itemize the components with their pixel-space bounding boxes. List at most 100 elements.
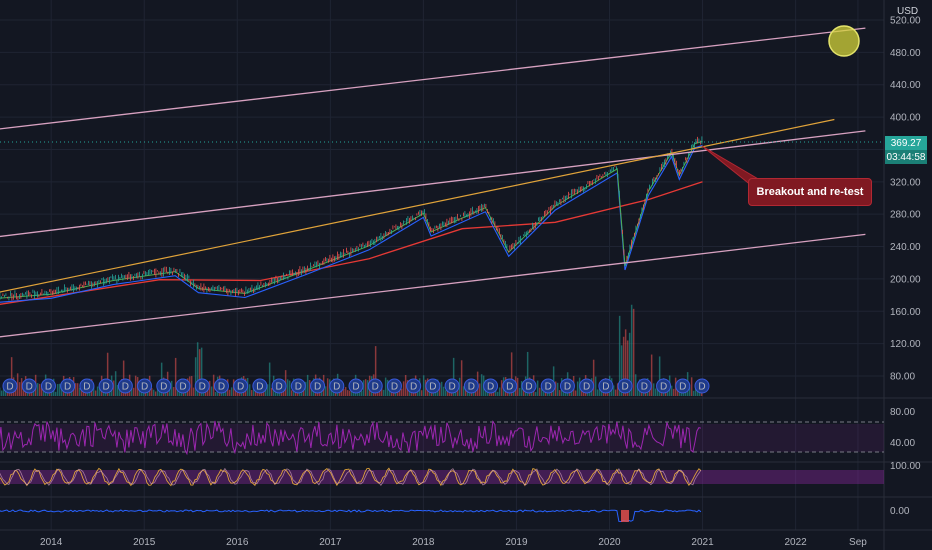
volume-bar: [410, 390, 413, 396]
volume-bar: [594, 376, 597, 396]
dividend-d-icon[interactable]: [694, 378, 710, 394]
dividend-d-icon[interactable]: [675, 378, 691, 394]
channel-line-middle: [0, 130, 866, 238]
dividend-d-label: D: [506, 382, 513, 393]
dividend-d-icon[interactable]: [252, 378, 268, 394]
macd-line: [0, 509, 702, 523]
volume-bar: [18, 382, 21, 396]
dividend-d-icon[interactable]: [617, 378, 633, 394]
breakout-callout[interactable]: Breakout and re-test: [748, 178, 872, 206]
volume-bar: [614, 389, 617, 396]
x-tick-label: 2018: [412, 537, 435, 548]
volume-bar: [444, 390, 447, 396]
dividend-d-icon[interactable]: [386, 378, 402, 394]
volume-bar: [262, 391, 265, 396]
volume-bar: [208, 380, 211, 396]
volume-bar: [512, 390, 515, 396]
rsi-tick-label: 80.00: [890, 407, 915, 418]
dividend-d-icon[interactable]: [502, 378, 518, 394]
dividend-d-icon[interactable]: [60, 378, 76, 394]
volume-bar: [634, 374, 637, 396]
dividend-d-label: D: [372, 382, 379, 393]
volume-bar: [38, 383, 41, 396]
volume-bar: [36, 383, 39, 396]
dividend-d-icon[interactable]: [656, 378, 672, 394]
volume-bar: [76, 383, 79, 396]
volume-bar: [348, 390, 351, 396]
dividend-d-icon[interactable]: [233, 378, 249, 394]
highlight-circle-icon[interactable]: [828, 25, 860, 57]
dividend-d-icon[interactable]: [463, 378, 479, 394]
volume-bar: [576, 381, 579, 396]
macd-histogram-bar: [621, 510, 630, 522]
dividend-d-icon[interactable]: [2, 378, 18, 394]
volume-bar: [592, 359, 595, 396]
x-tick-label: 2016: [226, 537, 249, 548]
dividend-d-icon[interactable]: [425, 378, 441, 394]
dividend-d-label: D: [410, 382, 417, 393]
volume-bar: [98, 384, 101, 396]
dividend-d-icon[interactable]: [444, 378, 460, 394]
dividend-d-icon[interactable]: [21, 378, 37, 394]
dividend-d-icon[interactable]: [290, 378, 306, 394]
volume-bar: [150, 387, 153, 396]
dividend-d-icon[interactable]: [329, 378, 345, 394]
dividend-d-icon[interactable]: [213, 378, 229, 394]
volume-bar: [364, 379, 367, 396]
volume-bar: [556, 382, 559, 396]
volume-bar: [404, 374, 407, 396]
y-tick-label: 240.00: [890, 242, 921, 253]
dividend-d-label: D: [141, 382, 148, 393]
volume-bar: [650, 354, 653, 396]
volume-bar: [670, 385, 673, 396]
volume-bar: [400, 388, 403, 396]
dividend-d-icon[interactable]: [521, 378, 537, 394]
dividend-d-icon[interactable]: [271, 378, 287, 394]
volume-bar: [16, 373, 19, 396]
volume-bar: [280, 390, 283, 396]
dividend-d-icon[interactable]: [483, 378, 499, 394]
volume-bar: [474, 389, 477, 396]
dividend-d-icon[interactable]: [194, 378, 210, 394]
volume-bar: [366, 380, 369, 396]
volume-bar: [582, 390, 585, 396]
volume-bar: [496, 391, 499, 396]
volume-bar: [344, 387, 347, 396]
dividend-d-icon[interactable]: [406, 378, 422, 394]
dividend-d-icon[interactable]: [348, 378, 364, 394]
volume-bar: [56, 384, 59, 396]
volume-bar: [174, 357, 177, 396]
dividend-d-icon[interactable]: [117, 378, 133, 394]
volume-bar: [526, 351, 529, 396]
dividend-d-icon[interactable]: [137, 378, 153, 394]
dividend-d-icon[interactable]: [175, 378, 191, 394]
dividend-d-label: D: [160, 382, 167, 393]
x-tick-label: Sep: [849, 537, 867, 548]
dividend-d-icon[interactable]: [540, 378, 556, 394]
volume-bar: [612, 385, 615, 396]
dividend-d-icon[interactable]: [40, 378, 56, 394]
dividend-d-label: D: [602, 382, 609, 393]
volume-bar: [624, 329, 627, 396]
dividend-d-label: D: [45, 382, 52, 393]
volume-bar: [96, 386, 99, 396]
dividend-d-icon[interactable]: [156, 378, 172, 394]
dividend-d-icon[interactable]: [579, 378, 595, 394]
volume-bar: [636, 386, 639, 396]
volume-bar: [288, 380, 291, 396]
volume-bar: [452, 357, 455, 396]
dividend-d-icon[interactable]: [79, 378, 95, 394]
dividend-d-label: D: [256, 382, 263, 393]
dividend-d-label: D: [429, 382, 436, 393]
dividend-d-icon[interactable]: [367, 378, 383, 394]
dividend-d-icon[interactable]: [636, 378, 652, 394]
dividend-d-icon[interactable]: [310, 378, 326, 394]
dividend-d-icon[interactable]: [598, 378, 614, 394]
dividend-d-label: D: [660, 382, 667, 393]
dividend-d-icon[interactable]: [98, 378, 114, 394]
dividend-d-icon[interactable]: [559, 378, 575, 394]
volume-bar: [384, 377, 387, 396]
volume-bar: [324, 386, 327, 396]
